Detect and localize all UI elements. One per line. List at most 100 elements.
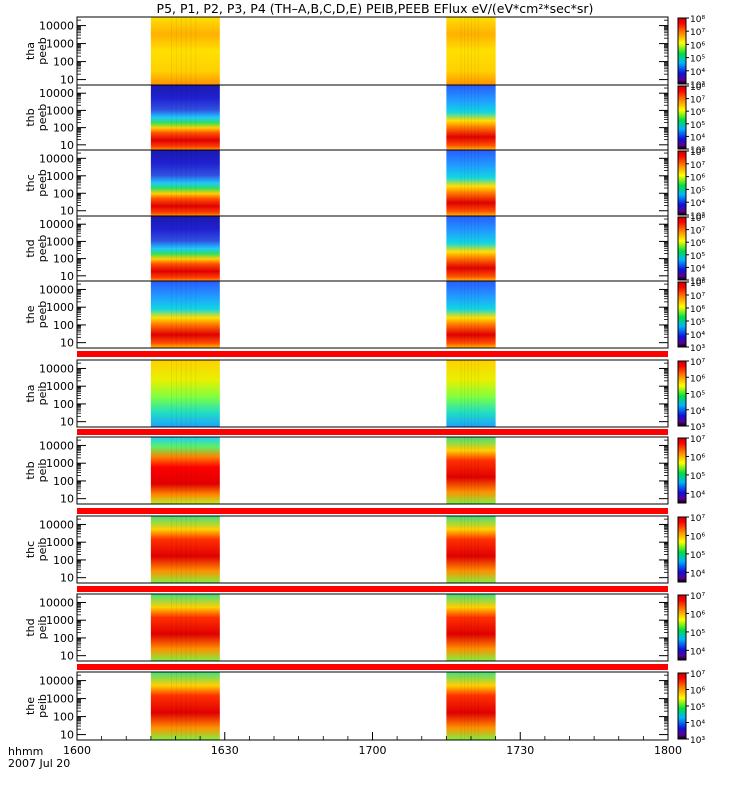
- data-block-the-peeb-2: [446, 281, 496, 348]
- colorbar-tick-label: 10⁴: [690, 264, 705, 274]
- panel-label-product: peeb: [36, 169, 49, 197]
- colorbar-tick-label: 10³: [690, 344, 705, 354]
- panel-label-product: peeb: [36, 235, 49, 263]
- colorbar-tick-label: 10⁷: [690, 161, 705, 171]
- panel-label-product: peeb: [36, 37, 49, 65]
- colorbar-tick-label: 10⁸: [690, 279, 705, 289]
- panel-label-probe: tha: [24, 384, 37, 402]
- y-tick-label-100: 100: [53, 475, 74, 488]
- x-axis-label-hhmm: hhmm: [8, 745, 43, 758]
- y-tick-label-1000: 1000: [46, 380, 74, 393]
- colorbar-tick-label: 10⁵: [690, 391, 705, 401]
- colorbar-tick-label: 10⁴: [690, 647, 705, 657]
- colorbar-tick-label: 10⁶: [690, 108, 705, 118]
- colorbar-tick-label: 10⁴: [690, 569, 705, 579]
- colorbar-tick-label: 10⁶: [690, 374, 705, 384]
- y-tick-label-10000: 10000: [39, 518, 74, 531]
- y-tick-label-10: 10: [60, 205, 74, 218]
- colorbar-tick-label: 10⁶: [690, 174, 705, 184]
- panel-label-probe: thc: [24, 174, 37, 191]
- y-tick-label-1000: 1000: [46, 235, 74, 248]
- colorbar-tick-label: 10⁷: [690, 227, 705, 237]
- colorbar-tick-label: 10⁸: [690, 148, 705, 158]
- data-block-thd-peib-2: [446, 594, 496, 661]
- data-block-thb-peeb-2: [446, 85, 496, 150]
- panel-label-product: peeb: [36, 301, 49, 329]
- y-tick-label-1000: 1000: [46, 457, 74, 470]
- data-block-thc-peeb-2: [446, 150, 496, 216]
- separator-bar-5: [77, 664, 668, 670]
- separator-bar-3: [77, 508, 668, 514]
- data-block-tha-peib-2: [446, 360, 496, 427]
- y-tick-label-10000: 10000: [39, 218, 74, 231]
- panel-label-probe: thd: [24, 618, 37, 636]
- y-tick-label-100: 100: [53, 711, 74, 724]
- colorbar-tick-label: 10³: [690, 81, 705, 91]
- panel-label-probe: thb: [24, 108, 37, 126]
- data-block-the-peib-1: [150, 672, 220, 740]
- panel-label-product: peib: [36, 538, 49, 562]
- colorbar-tick-label: 10⁷: [690, 592, 705, 602]
- y-tick-label-100: 100: [53, 319, 74, 332]
- colorbar-tick-label: 10⁷: [690, 96, 705, 106]
- colorbar-tick-label: 10⁷: [690, 514, 705, 524]
- y-tick-label-10: 10: [60, 416, 74, 429]
- colorbar-tick-label: 10³: [690, 277, 705, 287]
- y-tick-label-10000: 10000: [39, 87, 74, 100]
- y-tick-label-10000: 10000: [39, 362, 74, 375]
- colorbar-tick-label: 10⁶: [690, 305, 705, 315]
- y-tick-label-10: 10: [60, 74, 74, 87]
- colorbar-tick-label: 10⁵: [690, 186, 705, 196]
- panel-label-probe: tha: [24, 42, 37, 60]
- colorbar-tick-label: 10⁶: [690, 610, 705, 620]
- data-block-thc-peeb-1: [150, 150, 220, 216]
- colorbar-tick-label: 10⁵: [690, 121, 705, 131]
- y-tick-label-100: 100: [53, 632, 74, 645]
- colorbar-tick-label: 10³: [690, 212, 705, 222]
- colorbar-tick-label: 10³: [690, 146, 705, 156]
- colorbar-tick-label: 10⁸: [690, 214, 705, 224]
- colorbar-thd-peeb: [677, 216, 687, 281]
- y-tick-label-10000: 10000: [39, 20, 74, 33]
- colorbar-tick-label: 10⁵: [690, 55, 705, 65]
- colorbar-tick-label: 10⁶: [690, 687, 705, 697]
- colorbar-tick-label: 10⁸: [690, 83, 705, 93]
- y-tick-label-100: 100: [53, 554, 74, 567]
- colorbar-tha-peeb: [677, 17, 687, 85]
- colorbar-tick-label: 10⁵: [690, 629, 705, 639]
- y-tick-label-10: 10: [60, 337, 74, 350]
- data-block-thb-peeb-1: [150, 85, 220, 150]
- y-tick-label-1000: 1000: [46, 536, 74, 549]
- colorbar-tick-label: 10⁵: [690, 318, 705, 328]
- panel-label-product: peib: [36, 459, 49, 483]
- colorbar-tick-label: 10⁷: [690, 292, 705, 302]
- y-tick-label-10000: 10000: [39, 439, 74, 452]
- panel-label-product: peib: [36, 694, 49, 718]
- y-tick-label-100: 100: [53, 56, 74, 69]
- data-block-the-peib-2: [446, 672, 496, 740]
- x-axis-label-date: 2007 Jul 20: [8, 757, 70, 770]
- y-tick-label-10: 10: [60, 650, 74, 663]
- colorbar-tick-label: 10⁴: [690, 68, 705, 78]
- x-tick-label-1700: 1700: [359, 744, 387, 757]
- data-block-thd-peeb-1: [150, 216, 220, 281]
- separators-layer: [77, 351, 668, 670]
- panel-label-probe: the: [24, 697, 37, 715]
- y-tick-label-1000: 1000: [46, 38, 74, 51]
- panel-label-probe: the: [24, 305, 37, 323]
- colorbar-thb-peib: [677, 437, 687, 504]
- colorbar-thc-peib: [677, 516, 687, 583]
- colorbar-tick-label: 10³: [690, 423, 705, 433]
- y-tick-label-10000: 10000: [39, 596, 74, 609]
- x-axis: hhmm 2007 Jul 20 1600 1630 1700 1730 1800: [8, 732, 682, 770]
- y-tick-label-100: 100: [53, 187, 74, 200]
- colorbar-tick-label: 10⁵: [690, 252, 705, 262]
